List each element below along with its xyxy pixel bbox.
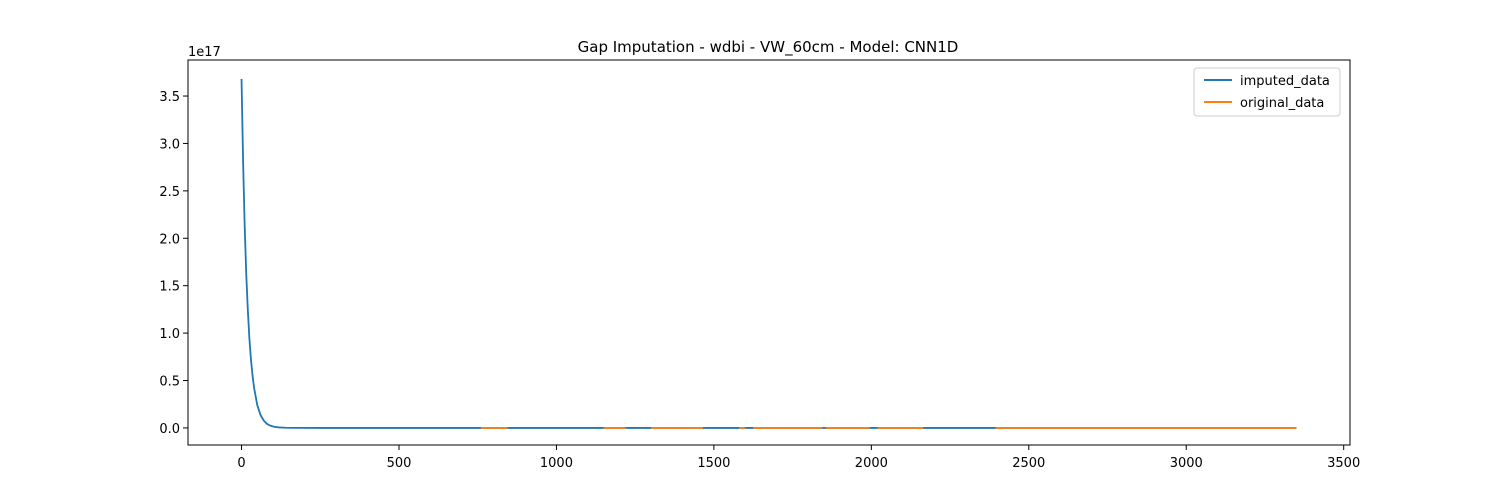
y-axis-scale-label: 1e17 <box>188 45 221 60</box>
y-tick-label: 0.0 <box>159 422 180 437</box>
chart-title: Gap Imputation - wdbi - VW_60cm - Model:… <box>578 38 959 57</box>
legend: imputed_data original_data <box>1193 67 1341 117</box>
y-tick-label: 1.5 <box>159 280 180 295</box>
x-tick-label: 0 <box>237 456 245 471</box>
imputed-data-line <box>240 78 1297 429</box>
plot-frame <box>187 59 1351 446</box>
x-tick-label: 1000 <box>540 456 573 471</box>
y-tick-label: 2.0 <box>159 232 180 247</box>
x-tick-label: 500 <box>387 456 412 471</box>
x-tick-label: 3500 <box>1327 456 1360 471</box>
y-tick-label: 3.0 <box>159 137 180 152</box>
y-tick-label: 0.5 <box>159 375 180 390</box>
y-tick-label: 2.5 <box>159 185 180 200</box>
y-tick-label: 1.0 <box>159 327 180 342</box>
x-tick-label: 1500 <box>697 456 730 471</box>
x-tick-label: 3000 <box>1170 456 1203 471</box>
x-tick-label: 2500 <box>1012 456 1045 471</box>
y-tick-label: 3.5 <box>159 90 180 105</box>
legend-label: imputed_data <box>1240 74 1330 89</box>
legend-label: original_data <box>1240 96 1324 111</box>
axes: 0 500 1000 1500 2000 2500 3000 3500 0.0 0.5 1.0 1.5… <box>159 59 1360 471</box>
plot-area <box>240 78 1297 429</box>
x-tick-label: 2000 <box>855 456 888 471</box>
